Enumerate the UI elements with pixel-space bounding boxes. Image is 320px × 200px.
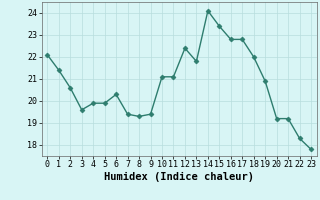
X-axis label: Humidex (Indice chaleur): Humidex (Indice chaleur) <box>104 172 254 182</box>
